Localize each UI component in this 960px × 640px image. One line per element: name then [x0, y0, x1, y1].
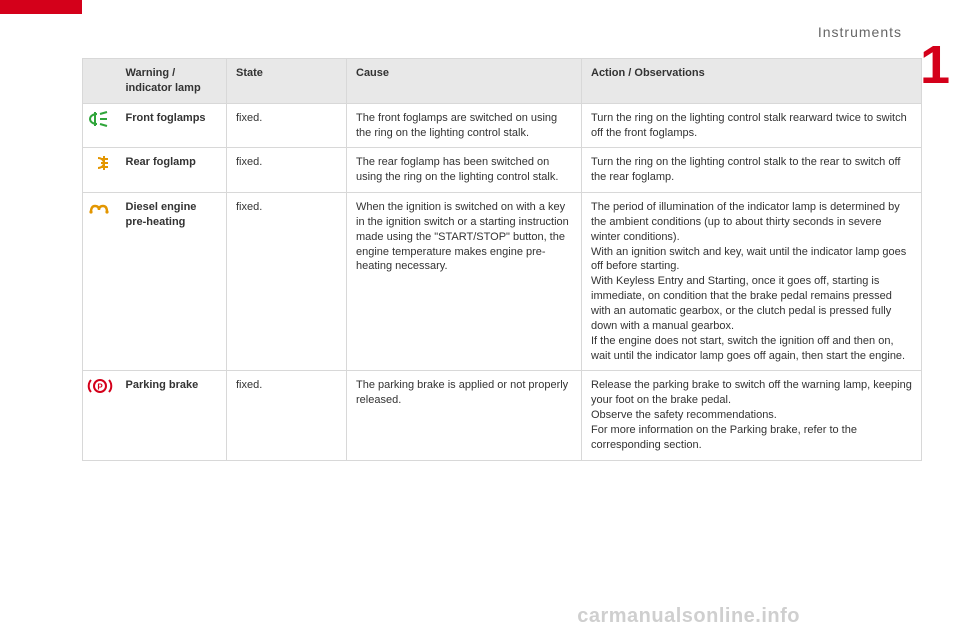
svg-text:P: P: [97, 383, 103, 392]
icon-cell: [83, 148, 117, 193]
table-row: Rear foglamp fixed. The rear foglamp has…: [83, 148, 922, 193]
lamp-name: Parking brake: [117, 371, 227, 460]
top-accent-bar: [0, 0, 82, 14]
lamp-name: Rear foglamp: [117, 148, 227, 193]
table-row: Front foglamps fixed. The front foglamps…: [83, 103, 922, 148]
parking-brake-icon: P: [87, 377, 113, 395]
icon-cell: [83, 193, 117, 371]
lamp-name: Front foglamps: [117, 103, 227, 148]
lamp-action: The period of illumination of the indica…: [582, 193, 922, 371]
rear-foglamp-icon: [87, 154, 113, 172]
lamp-cause: The parking brake is applied or not prop…: [347, 371, 582, 460]
header-cause: Cause: [347, 59, 582, 104]
lamp-action: Release the parking brake to switch off …: [582, 371, 922, 460]
footer-watermark: carmanualsonline.info: [577, 605, 800, 628]
header-state: State: [227, 59, 347, 104]
icon-cell: P: [83, 371, 117, 460]
icon-cell: [83, 103, 117, 148]
chapter-number: 1: [920, 38, 950, 92]
lamp-cause: When the ignition is switched on with a …: [347, 193, 582, 371]
lamp-action: Turn the ring on the lighting control st…: [582, 103, 922, 148]
front-foglamps-icon: [87, 110, 113, 128]
lamp-state: fixed.: [227, 193, 347, 371]
section-title: Instruments: [818, 24, 902, 40]
lamp-cause: The front foglamps are switched on using…: [347, 103, 582, 148]
header-lamp-label: Warning / indicator lamp: [117, 59, 227, 104]
lamp-action: Turn the ring on the lighting control st…: [582, 148, 922, 193]
lamp-state: fixed.: [227, 103, 347, 148]
diesel-preheat-icon: [87, 199, 113, 217]
table-row: Diesel engine pre-heating fixed. When th…: [83, 193, 922, 371]
indicator-lamp-table: Warning / indicator lamp State Cause Act…: [82, 58, 922, 461]
header-action: Action / Observations: [582, 59, 922, 104]
lamp-cause: The rear foglamp has been switched on us…: [347, 148, 582, 193]
table-header-row: Warning / indicator lamp State Cause Act…: [83, 59, 922, 104]
lamp-state: fixed.: [227, 148, 347, 193]
table-row: P Parking brake fixed. The parking brake…: [83, 371, 922, 460]
lamp-name: Diesel engine pre-heating: [117, 193, 227, 371]
lamp-state: fixed.: [227, 371, 347, 460]
indicator-lamp-table-wrap: Warning / indicator lamp State Cause Act…: [82, 58, 922, 461]
header-lamp: [83, 59, 117, 104]
